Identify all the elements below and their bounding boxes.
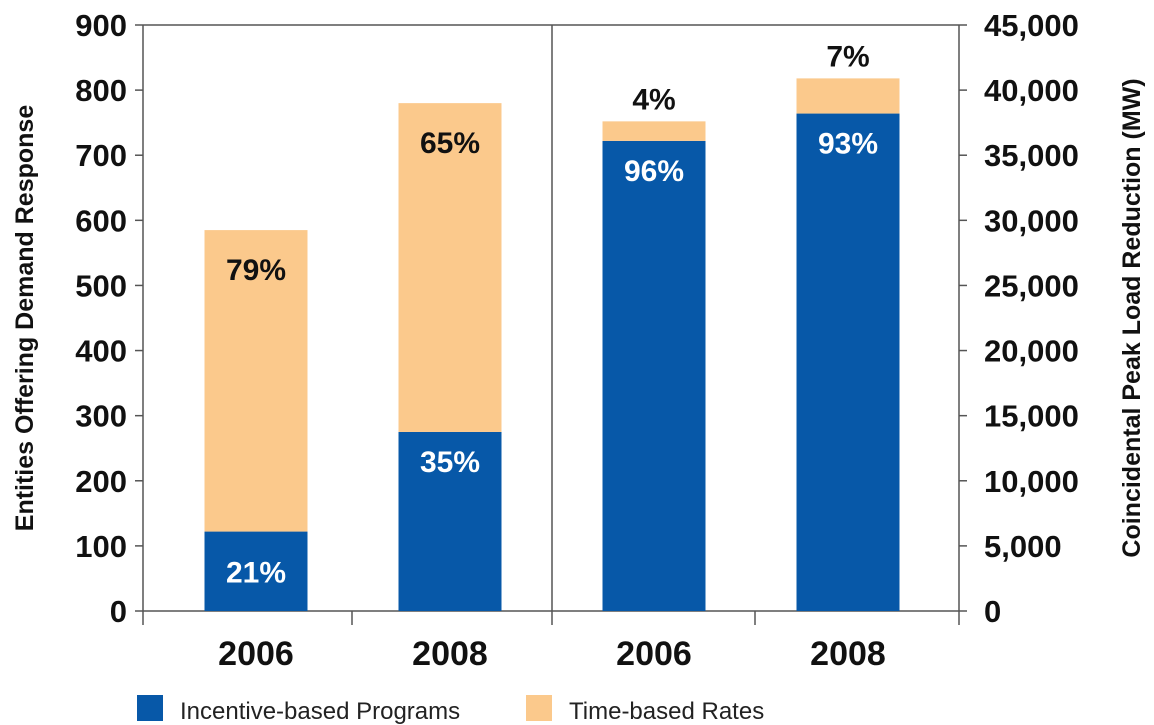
right-tick-label: 20,000 xyxy=(984,334,1079,369)
category-label: 2008 xyxy=(810,635,886,673)
left-tick-label: 400 xyxy=(75,334,127,369)
right-tick-label: 10,000 xyxy=(984,464,1079,499)
percent-labels: 21% 79% 35% 65% 96% 4% 93% 7% xyxy=(226,40,878,589)
left-tick-label: 900 xyxy=(75,8,127,43)
right-tick-label: 25,000 xyxy=(984,268,1079,303)
bars xyxy=(204,78,900,612)
right-tick-label: 35,000 xyxy=(984,138,1079,173)
bar-incentive-based-programs xyxy=(796,113,900,611)
right-axis-ticks: 0 5,000 10,000 15,000 20,000 25,000 30,000 35,0… xyxy=(959,8,1079,629)
legend-swatch-incentive xyxy=(137,695,163,721)
left-tick-label: 800 xyxy=(75,73,127,108)
category-label: 2006 xyxy=(218,635,294,673)
right-tick-label: 5,000 xyxy=(984,529,1062,564)
right-tick-label: 45,000 xyxy=(984,8,1079,43)
left-tick-label: 300 xyxy=(75,399,127,434)
right-axis-title: Coincidental Peak Load Reduction (MW) xyxy=(1118,78,1146,557)
right-tick-label: 40,000 xyxy=(984,73,1079,108)
bar-time-based-rates xyxy=(398,103,502,432)
legend-swatch-time xyxy=(526,695,552,721)
left-tick-label: 0 xyxy=(110,594,127,629)
bar-incentive-based-programs xyxy=(204,531,308,611)
right-tick-label: 15,000 xyxy=(984,399,1079,434)
legend: Incentive-based Programs Time-based Rate… xyxy=(137,695,764,725)
pct-label-time: 4% xyxy=(632,83,675,116)
right-tick-label: 0 xyxy=(984,594,1001,629)
left-tick-label: 600 xyxy=(75,203,127,238)
legend-label-incentive: Incentive-based Programs xyxy=(180,698,460,725)
left-tick-label: 700 xyxy=(75,138,127,173)
left-tick-label: 100 xyxy=(75,529,127,564)
bar-incentive-based-programs xyxy=(602,140,706,612)
pct-label-time: 7% xyxy=(826,40,869,73)
right-tick-label: 30,000 xyxy=(984,203,1079,238)
left-axis-ticks: 0 100 200 300 400 500 600 700 800 900 xyxy=(75,8,143,629)
legend-label-time: Time-based Rates xyxy=(569,698,764,725)
pct-label-time: 65% xyxy=(420,127,480,160)
category-labels: 2006 2008 2006 2008 xyxy=(142,611,960,673)
pct-label-time: 79% xyxy=(226,254,286,287)
left-axis-title: Entities Offering Demand Response xyxy=(11,105,39,532)
category-label: 2006 xyxy=(616,635,692,673)
pct-label-incentive: 35% xyxy=(420,446,480,479)
pct-label-incentive: 96% xyxy=(624,155,684,188)
pct-label-incentive: 21% xyxy=(226,556,286,589)
bar-time-based-rates xyxy=(796,78,900,114)
left-tick-label: 500 xyxy=(75,268,127,303)
pct-label-incentive: 93% xyxy=(818,128,878,161)
category-label: 2008 xyxy=(412,635,488,673)
bar-time-based-rates xyxy=(602,121,706,141)
bar-time-based-rates xyxy=(204,230,308,532)
left-tick-label: 200 xyxy=(75,464,127,499)
bar-incentive-based-programs xyxy=(398,431,502,611)
